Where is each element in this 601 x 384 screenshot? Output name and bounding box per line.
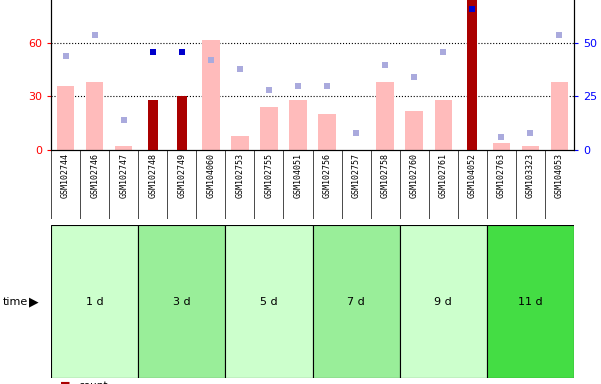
Bar bbox=[400, 225, 487, 378]
Text: GSM102746: GSM102746 bbox=[90, 153, 99, 198]
Text: 1 d: 1 d bbox=[86, 297, 103, 307]
Text: GSM102758: GSM102758 bbox=[380, 153, 389, 198]
Bar bbox=[313, 150, 341, 220]
Text: GSM104053: GSM104053 bbox=[555, 153, 564, 198]
Bar bbox=[197, 150, 225, 220]
Bar bbox=[80, 150, 109, 220]
Bar bbox=[225, 225, 313, 378]
Text: ▶: ▶ bbox=[29, 295, 38, 308]
Bar bbox=[167, 150, 197, 220]
Bar bbox=[57, 86, 75, 150]
Text: GSM102756: GSM102756 bbox=[323, 153, 332, 198]
Text: 3 d: 3 d bbox=[173, 297, 191, 307]
Bar bbox=[545, 150, 574, 220]
Text: count: count bbox=[78, 381, 108, 384]
Bar bbox=[51, 150, 80, 220]
Bar bbox=[254, 150, 284, 220]
Bar bbox=[400, 150, 429, 220]
Text: GSM102763: GSM102763 bbox=[497, 153, 506, 198]
Bar bbox=[289, 100, 307, 150]
Text: GSM102757: GSM102757 bbox=[352, 153, 361, 198]
Bar bbox=[522, 146, 539, 150]
Bar bbox=[435, 100, 452, 150]
Text: GSM102747: GSM102747 bbox=[119, 153, 128, 198]
Text: GSM104060: GSM104060 bbox=[206, 153, 215, 198]
Bar bbox=[138, 225, 225, 378]
Text: GSM102749: GSM102749 bbox=[177, 153, 186, 198]
Text: 5 d: 5 d bbox=[260, 297, 278, 307]
Bar bbox=[109, 150, 138, 220]
Text: GSM102748: GSM102748 bbox=[148, 153, 157, 198]
Bar bbox=[284, 150, 313, 220]
Bar bbox=[148, 100, 158, 150]
Bar bbox=[516, 150, 545, 220]
Text: 11 d: 11 d bbox=[518, 297, 543, 307]
Bar bbox=[487, 225, 574, 378]
Bar bbox=[319, 114, 336, 150]
Text: ■: ■ bbox=[60, 381, 70, 384]
Bar bbox=[115, 146, 132, 150]
Bar bbox=[376, 82, 394, 150]
Bar bbox=[138, 150, 167, 220]
Bar bbox=[429, 150, 458, 220]
Bar bbox=[493, 142, 510, 150]
Text: GSM104052: GSM104052 bbox=[468, 153, 477, 198]
Text: GSM102744: GSM102744 bbox=[61, 153, 70, 198]
Bar bbox=[371, 150, 400, 220]
Bar bbox=[177, 96, 187, 150]
Bar bbox=[260, 107, 278, 150]
Bar bbox=[341, 150, 371, 220]
Bar bbox=[51, 225, 138, 378]
Text: GSM103323: GSM103323 bbox=[526, 153, 535, 198]
Bar bbox=[467, 0, 477, 150]
Bar bbox=[458, 150, 487, 220]
Text: time: time bbox=[3, 297, 28, 307]
Bar bbox=[202, 40, 219, 150]
Bar bbox=[231, 136, 249, 150]
Text: GSM102760: GSM102760 bbox=[410, 153, 419, 198]
Text: GSM102761: GSM102761 bbox=[439, 153, 448, 198]
Bar bbox=[406, 111, 423, 150]
Bar bbox=[313, 225, 400, 378]
Bar bbox=[551, 82, 568, 150]
Bar bbox=[487, 150, 516, 220]
Text: GSM102753: GSM102753 bbox=[236, 153, 245, 198]
Text: GSM104051: GSM104051 bbox=[293, 153, 302, 198]
Text: 9 d: 9 d bbox=[435, 297, 452, 307]
Bar bbox=[86, 82, 103, 150]
Bar bbox=[225, 150, 254, 220]
Text: 7 d: 7 d bbox=[347, 297, 365, 307]
Text: GSM102755: GSM102755 bbox=[264, 153, 273, 198]
